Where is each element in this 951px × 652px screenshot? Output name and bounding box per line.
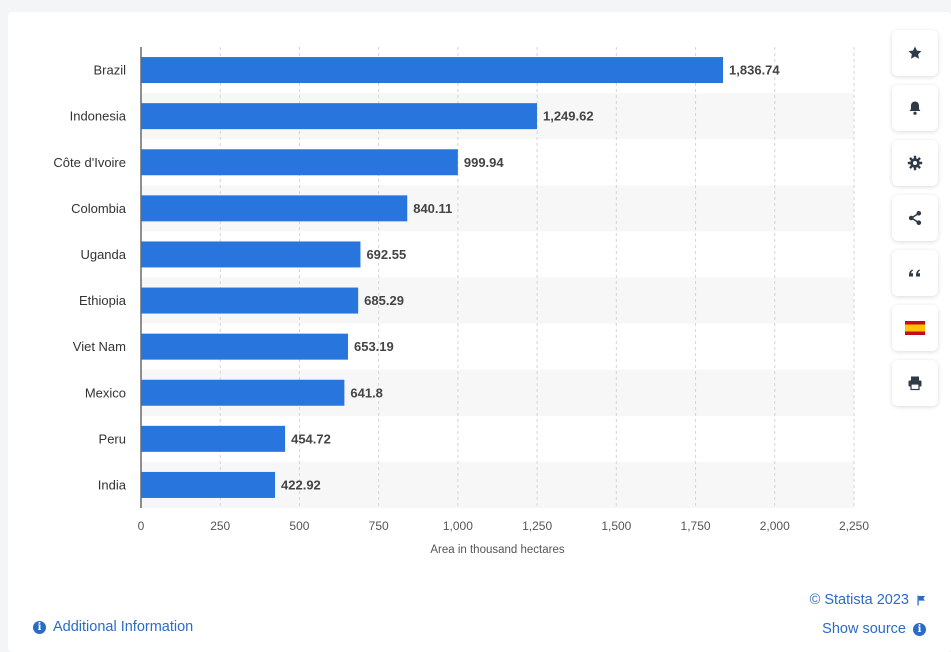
x-tick-label: 1,500 — [601, 519, 631, 533]
category-label: Brazil — [93, 63, 126, 78]
bar-chart: Brazil 1,836.74 Indonesia 1,249.62 Côte d'Iv… — [53, 47, 869, 556]
bar — [141, 57, 724, 84]
bar — [141, 425, 286, 452]
settings-button[interactable] — [892, 140, 938, 186]
value-label: 454.72 — [291, 431, 331, 446]
category-label: Mexico — [85, 385, 126, 400]
bar — [141, 471, 276, 498]
print-icon — [908, 376, 922, 391]
additional-information-label: Additional Information — [53, 619, 194, 635]
additional-information-link[interactable]: i Additional Information — [33, 619, 193, 635]
category-label: Ethiopia — [79, 293, 127, 308]
share-icon — [908, 211, 922, 225]
x-tick-label: 1,750 — [681, 519, 711, 533]
bar — [141, 103, 537, 130]
x-tick-label: 2,250 — [839, 519, 869, 533]
flag-icon — [917, 595, 926, 605]
value-label: 685.29 — [364, 293, 404, 308]
category-label: Côte d'Ivoire — [53, 155, 126, 170]
copyright-label: © Statista 2023 — [809, 592, 909, 608]
value-label: 422.92 — [281, 477, 321, 492]
info-icon: i — [33, 620, 46, 634]
bell-icon — [909, 101, 921, 115]
language-button[interactable] — [892, 305, 938, 351]
category-label: Peru — [99, 431, 126, 446]
print-button[interactable] — [892, 360, 938, 406]
x-tick-label: 0 — [138, 519, 145, 533]
statista-copyright-link[interactable]: © Statista 2023 — [810, 592, 926, 608]
value-label: 999.94 — [464, 155, 505, 170]
category-label: India — [98, 477, 127, 492]
favorite-button[interactable] — [892, 30, 938, 76]
gear-icon — [907, 155, 923, 171]
bar — [141, 195, 408, 222]
bar — [141, 379, 345, 406]
bar — [141, 333, 348, 360]
category-label: Colombia — [71, 201, 127, 216]
category-label: Uganda — [80, 247, 126, 262]
value-label: 653.19 — [354, 339, 394, 354]
x-tick-label: 250 — [210, 519, 230, 533]
chart-card: Brazil 1,836.74 Indonesia 1,249.62 Côte d'Iv… — [8, 12, 951, 652]
value-label: 840.11 — [413, 201, 452, 216]
value-label: 1,836.74 — [729, 63, 780, 78]
x-tick-label: 1,000 — [443, 519, 473, 533]
quote-icon — [909, 269, 921, 277]
share-button[interactable] — [892, 195, 938, 241]
notification-button[interactable] — [892, 85, 938, 131]
x-tick-label: 500 — [289, 519, 309, 533]
x-tick-label: 2,000 — [760, 519, 790, 533]
info-icon: i — [913, 622, 926, 636]
cite-button[interactable] — [892, 250, 938, 296]
x-axis-title: Area in thousand hectares — [430, 544, 565, 556]
bar — [141, 241, 361, 268]
category-label: Viet Nam — [73, 339, 126, 354]
value-label: 1,249.62 — [543, 109, 594, 124]
spain-flag-icon — [905, 321, 925, 335]
value-label: 641.8 — [350, 385, 383, 400]
bar — [141, 149, 458, 176]
category-label: Indonesia — [70, 109, 127, 124]
show-source-link[interactable]: Show source i — [822, 621, 926, 637]
side-toolbar — [892, 30, 938, 415]
bar — [141, 287, 359, 314]
star-icon — [908, 46, 922, 59]
x-tick-label: 1,250 — [522, 519, 552, 533]
value-label: 692.55 — [366, 247, 406, 262]
x-tick-label: 750 — [369, 519, 389, 533]
show-source-label: Show source — [822, 621, 906, 637]
